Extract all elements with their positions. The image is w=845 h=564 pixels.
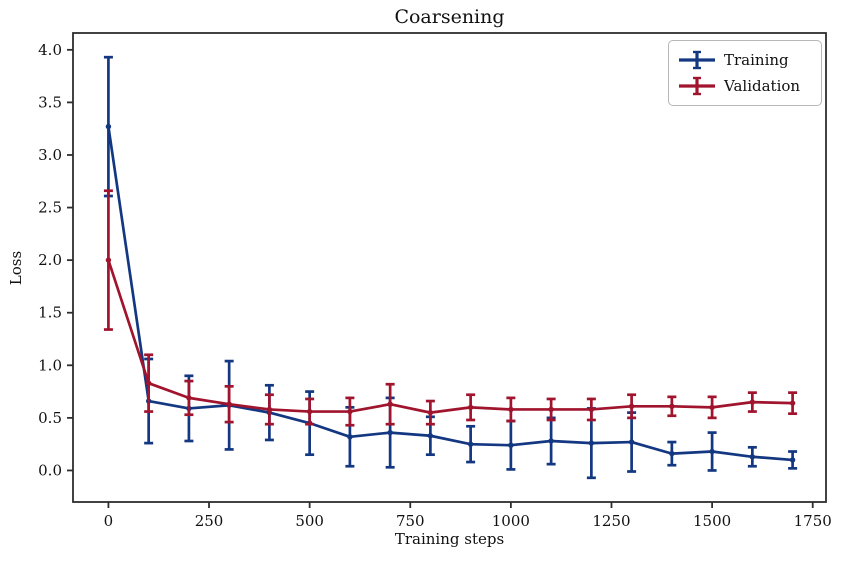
training-point	[508, 442, 514, 448]
validation-point	[508, 406, 514, 413]
validation-point	[789, 400, 796, 406]
series-validation	[103, 189, 798, 427]
training-point	[347, 434, 353, 440]
validation-point	[186, 395, 192, 401]
x-tick-label: 1750	[794, 512, 832, 530]
x-tick-label: 1000	[492, 512, 530, 530]
validation-point	[467, 404, 474, 411]
y-axis-label: Loss	[7, 250, 25, 286]
x-tick-label: 750	[396, 512, 425, 530]
y-tick-label: 0.5	[38, 409, 62, 427]
validation-point	[145, 380, 152, 386]
x-tick-label: 0	[104, 512, 114, 530]
validation-error-bar-icon	[679, 76, 715, 96]
x-tick-label: 1250	[592, 512, 630, 530]
legend-item-training: Training	[679, 50, 811, 70]
x-tick-label: 1500	[693, 512, 731, 530]
training-point	[628, 439, 635, 445]
x-axis-label: Training steps	[394, 530, 505, 548]
chart-title: Coarsening	[394, 6, 505, 28]
validation-point	[588, 406, 595, 413]
y-tick-label: 1.0	[38, 356, 62, 374]
validation-point	[669, 403, 675, 410]
training-point	[427, 433, 434, 439]
y-tick-label: 4.0	[38, 41, 62, 59]
training-point	[105, 123, 112, 130]
validation-line	[107, 259, 793, 414]
validation-point	[226, 401, 232, 407]
y-tick-label: 0.0	[38, 461, 62, 479]
legend-item-validation: Validation	[679, 76, 811, 96]
validation-point	[266, 406, 273, 413]
x-axis: 0 250 500 750 1000 1250 1500 1750	[104, 502, 832, 530]
training-point	[669, 450, 675, 457]
validation-point	[427, 409, 434, 416]
validation-point	[548, 406, 554, 413]
y-tick-label: 3.0	[38, 146, 62, 164]
x-tick-label: 250	[195, 512, 224, 530]
y-axis: 0.0 0.5 1.0 1.5 2.0 2.5 3.0 3.5 4.0	[38, 41, 73, 479]
x-tick-label: 500	[295, 512, 324, 530]
y-tick-label: 2.5	[38, 199, 62, 217]
legend-label-validation: Validation	[724, 76, 801, 95]
y-tick-label: 1.5	[38, 304, 62, 322]
training-point	[789, 457, 796, 463]
axes-spines	[72, 32, 827, 503]
training-point	[387, 429, 393, 436]
training-point	[709, 448, 715, 455]
training-point	[588, 440, 595, 446]
validation-point	[628, 403, 635, 410]
training-point	[467, 441, 474, 447]
training-error-bar-icon	[679, 50, 715, 70]
y-tick-label: 2.0	[38, 251, 62, 269]
validation-point	[347, 408, 353, 415]
y-tick-label: 3.5	[38, 93, 62, 111]
series-training	[103, 55, 798, 480]
legend: Training Validation	[668, 40, 822, 106]
training-line	[107, 126, 793, 462]
legend-label-training: Training	[724, 50, 789, 69]
training-point	[548, 438, 554, 444]
training-point	[749, 454, 756, 460]
validation-point	[749, 399, 756, 405]
validation-point	[306, 408, 313, 415]
validation-point	[105, 257, 112, 263]
validation-point	[709, 404, 715, 411]
validation-point	[387, 401, 393, 407]
